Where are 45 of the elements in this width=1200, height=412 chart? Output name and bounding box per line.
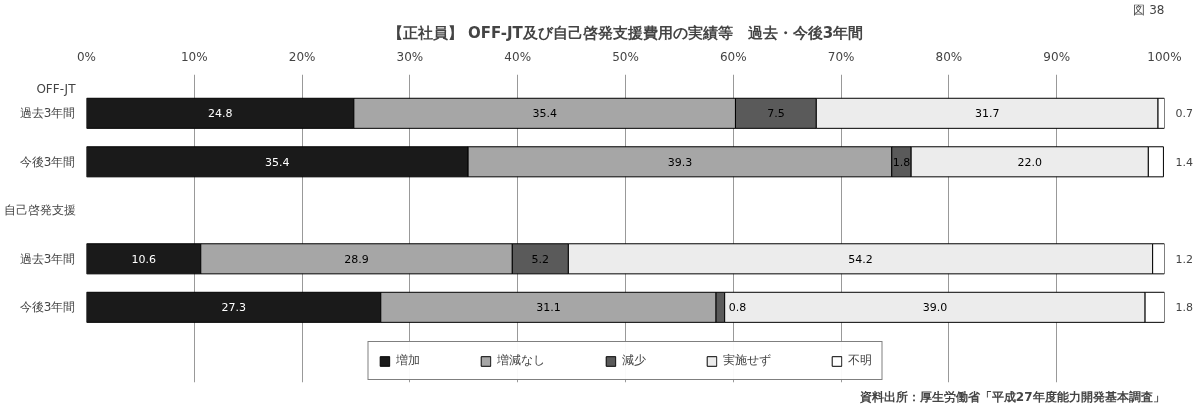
data-label: 35.4: [532, 107, 557, 121]
data-label: 1.8: [892, 155, 911, 169]
legend-label: 増減なし: [496, 352, 545, 369]
legend-label: 不明: [847, 352, 872, 369]
text: 自己啓発支援: [3, 203, 76, 218]
chart-title: 【正社員】 OFF-JT及び自己啓発支援費用の実績等 過去・今後3年間: [387, 23, 864, 42]
y-tick-label: 過去3年間: [19, 251, 76, 266]
legend-label: 実施せず: [722, 352, 771, 369]
x-tick-label: 40%: [504, 49, 532, 64]
data-label: 27.3: [221, 301, 246, 315]
data-label: 7.5: [767, 107, 785, 121]
x-tick-label: 60%: [719, 49, 747, 64]
data-label: 28.9: [344, 252, 369, 266]
data-label: 0.7: [1175, 107, 1193, 121]
data-label: 5.2: [531, 252, 550, 266]
data-label: 1.2: [1175, 252, 1193, 266]
x-tick-label: 50%: [612, 49, 639, 64]
data-label: 10.6: [131, 252, 156, 266]
x-tick-label: 30%: [396, 49, 424, 64]
text: OFF-JT: [36, 82, 77, 97]
x-tick-label: 10%: [180, 49, 208, 64]
x-tick-label: 80%: [935, 49, 963, 64]
x-tick-label: 90%: [1043, 49, 1071, 64]
x-tick-label: 20%: [288, 49, 316, 64]
data-label: 1.4: [1175, 155, 1193, 169]
data-label: 22.0: [1017, 155, 1042, 169]
data-label: 24.8: [207, 107, 233, 121]
legend-label: 減少: [621, 352, 646, 369]
data-label: 35.4: [265, 155, 290, 169]
data-label: 31.1: [536, 301, 561, 315]
caption: 図 38: [1133, 2, 1165, 17]
y-tick-label: 今後3年間: [19, 300, 76, 315]
data-label: 1.8: [1175, 301, 1193, 315]
x-tick-label: 0%: [76, 49, 97, 64]
data-label: 54.2: [848, 252, 873, 266]
x-tick-label: 70%: [827, 49, 855, 64]
y-tick-label: 過去3年間: [19, 106, 76, 121]
data-label: 39.3: [667, 155, 693, 169]
data-label: 31.7: [974, 107, 1000, 121]
y-tick-label: 今後3年間: [19, 154, 76, 169]
data-label: 39.0: [922, 301, 948, 315]
legend-label: 増加: [395, 352, 420, 369]
data-label: 0.8: [728, 301, 747, 315]
text: 資料出所：厚生労働省「平成27年度能力開発基本調査」: [858, 389, 1165, 404]
x-tick-label: 100%: [1147, 49, 1182, 64]
